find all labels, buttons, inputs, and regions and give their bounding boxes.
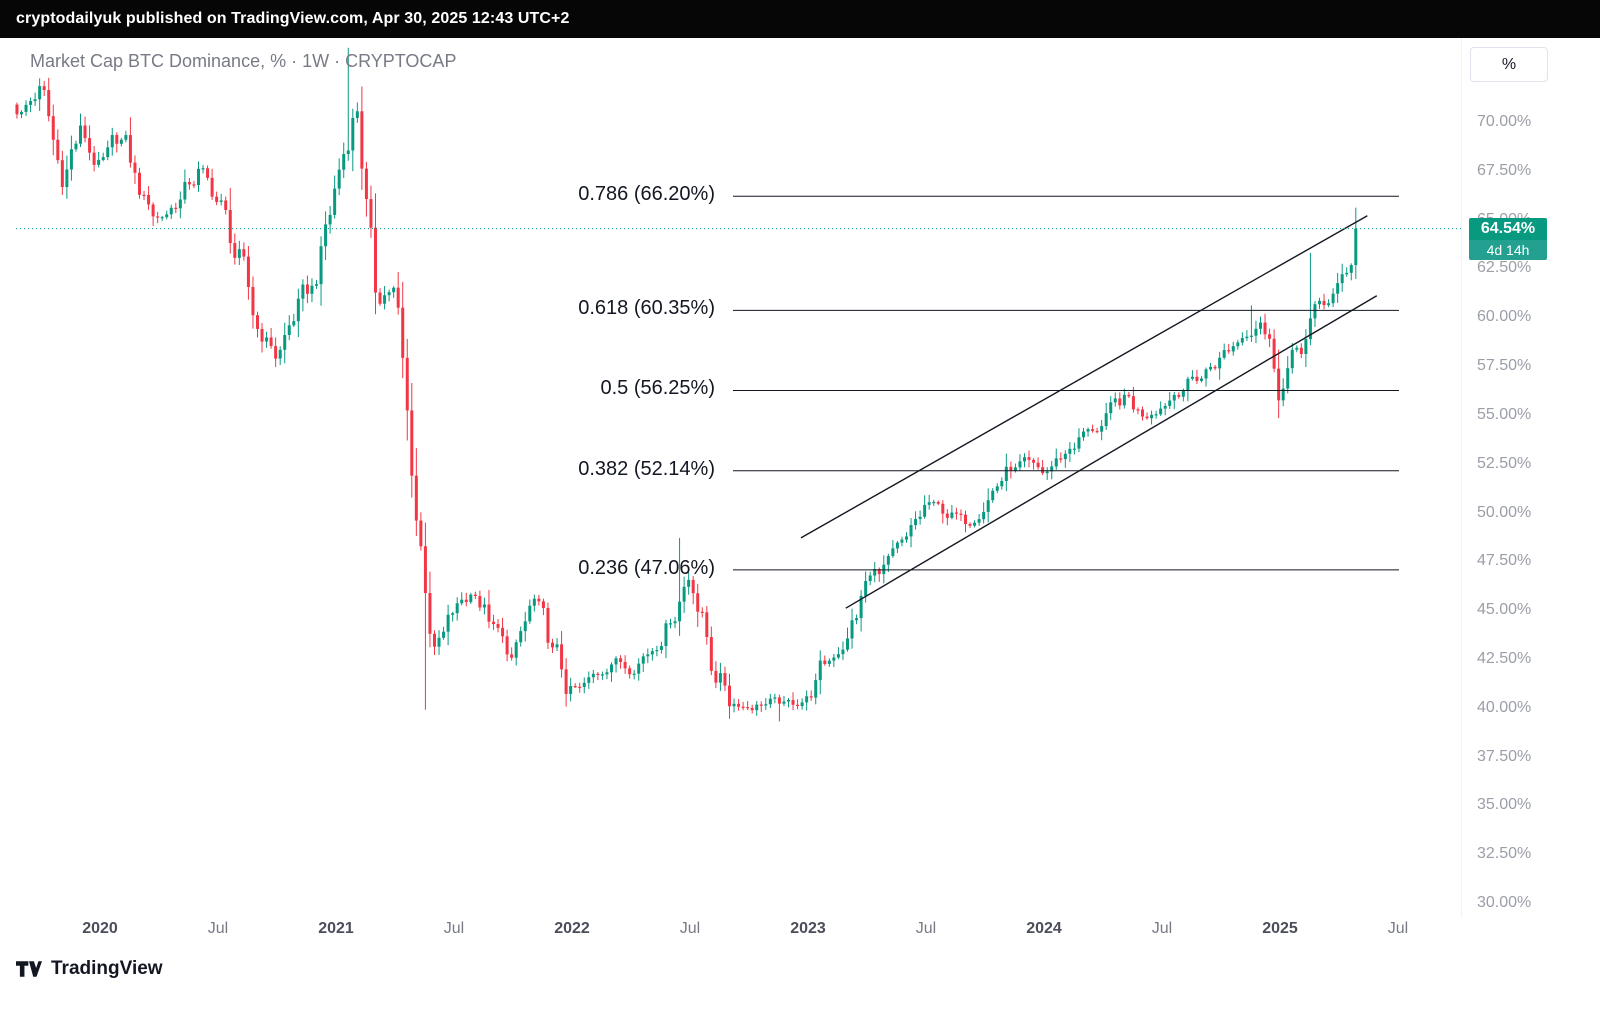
- x-axis-label-2021: 2021: [318, 920, 354, 937]
- y-axis-label: 30.00%: [1477, 894, 1532, 911]
- tradingview-brand-text: TradingView: [51, 958, 163, 979]
- y-axis-label: 35.00%: [1477, 796, 1532, 814]
- candlestick-series: [15, 47, 1358, 722]
- trend-channel-lines[interactable]: [800, 215, 1378, 609]
- y-axis-label: 55.00%: [1477, 405, 1532, 423]
- y-axis-label: 37.50%: [1477, 747, 1532, 765]
- x-axis-label-jul: Jul: [443, 920, 465, 937]
- price-axis-pane[interactable]: [1461, 38, 1600, 918]
- x-axis-label-2024: 2024: [1026, 920, 1062, 937]
- candle-countdown: 4d 14h: [1469, 240, 1547, 260]
- y-axis-label: 62.50%: [1477, 259, 1532, 277]
- y-axis-label: 57.50%: [1477, 357, 1532, 375]
- y-axis-label: 32.50%: [1477, 845, 1532, 863]
- fib-level-label: 0.618 (60.35%): [578, 297, 715, 320]
- last-price-value: 64.54%: [1469, 218, 1547, 240]
- x-axis-label-jul: Jul: [915, 920, 937, 937]
- fib-level-label: 0.5 (56.25%): [600, 377, 715, 400]
- fib-level-label: 0.382 (52.14%): [578, 457, 715, 480]
- y-axis-label: 70.00%: [1477, 113, 1532, 130]
- x-axis-label-jul: Jul: [1151, 920, 1173, 937]
- chart-legend-title[interactable]: Market Cap BTC Dominance, % · 1W · CRYPT…: [30, 51, 457, 71]
- fib-level-label: 0.786 (66.20%): [578, 183, 715, 206]
- y-axis-label: 47.50%: [1477, 552, 1532, 570]
- x-axis-label-2020: 2020: [82, 920, 118, 937]
- y-axis-label: 45.00%: [1477, 601, 1532, 619]
- y-axis-label: 67.50%: [1477, 161, 1532, 179]
- y-axis-label: 52.50%: [1477, 454, 1532, 472]
- x-axis-label-jul: Jul: [1387, 920, 1409, 937]
- y-axis-label: 42.50%: [1477, 649, 1532, 667]
- last-price-badge: 64.54% 4d 14h: [1469, 218, 1547, 260]
- y-axis-label: 60.00%: [1477, 308, 1532, 326]
- publish-info-bar: cryptodailyuk published on TradingView.c…: [0, 0, 1600, 38]
- x-axis-label-jul: Jul: [207, 920, 229, 937]
- y-axis-label: 40.00%: [1477, 698, 1532, 716]
- x-axis-label-2023: 2023: [790, 920, 826, 937]
- y-axis-label: 50.00%: [1477, 503, 1532, 521]
- fib-retracement-lines[interactable]: [733, 195, 1399, 571]
- publish-info-text: cryptodailyuk published on TradingView.c…: [16, 10, 570, 27]
- tradingview-attribution: TradingView: [16, 958, 163, 980]
- fib-level-label: 0.236 (47.06%): [578, 556, 715, 579]
- tradingview-logo-icon: [16, 961, 42, 977]
- x-axis-label-2025: 2025: [1262, 920, 1298, 937]
- x-axis-label-2022: 2022: [554, 920, 590, 937]
- x-axis-label-jul: Jul: [679, 920, 701, 937]
- percent-scale-button[interactable]: %: [1470, 47, 1548, 82]
